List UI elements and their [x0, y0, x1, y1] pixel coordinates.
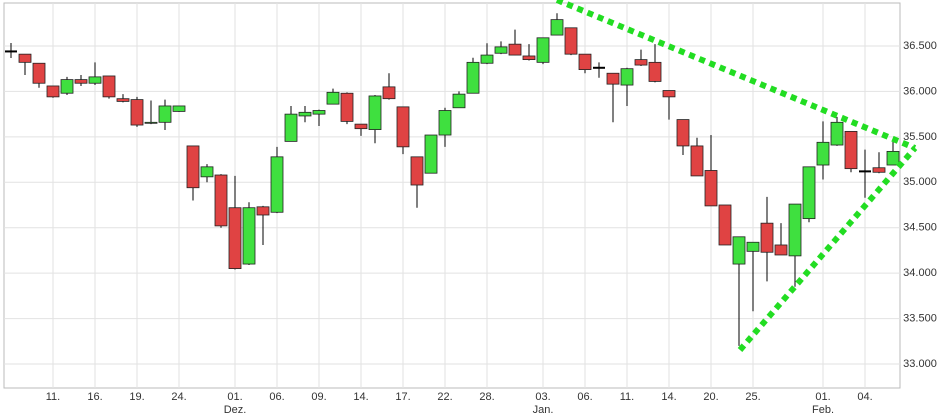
x-tick-label: 01. [227, 391, 242, 403]
candle-body [186, 145, 200, 189]
candle-body [116, 98, 130, 102]
x-tick-label: 20. [703, 391, 718, 403]
x-tick-label: 04. [857, 391, 872, 403]
candle-body [550, 19, 564, 36]
y-tick-label: 35.000 [903, 176, 937, 188]
candle-body [788, 203, 802, 257]
y-tick-label: 33.000 [903, 358, 937, 370]
candle-body [844, 130, 858, 170]
candle-body [466, 61, 480, 94]
candle-body [130, 99, 144, 126]
candle-body [46, 85, 60, 98]
x-tick-label: 22. [437, 391, 452, 403]
candle-body [676, 119, 690, 147]
candle-body [522, 55, 536, 61]
x-tick-label: 06. [269, 391, 284, 403]
x-tick-label: 17. [395, 391, 410, 403]
candle-body [662, 90, 676, 98]
candle-body [368, 95, 382, 130]
x-tick-label: 03. [535, 391, 550, 403]
candle-body [214, 174, 228, 227]
candle-body [690, 145, 704, 177]
candle-body [774, 244, 788, 256]
candle-body [872, 167, 886, 173]
y-tick-label: 35.500 [903, 131, 937, 143]
candle-body [354, 123, 368, 130]
candle-body [634, 59, 648, 66]
x-tick-label: 19. [129, 391, 144, 403]
y-tick-label: 34.500 [903, 222, 937, 234]
candle-body [452, 93, 466, 109]
candle-body [88, 76, 102, 84]
candle-body [648, 61, 662, 82]
candle-body [438, 110, 452, 136]
x-month-label: Dez. [224, 404, 247, 416]
trend-lines [555, 0, 918, 352]
y-tick-label: 34.000 [903, 267, 937, 279]
y-tick-label: 33.500 [903, 312, 937, 324]
trend-line-lower [737, 146, 918, 352]
candle-body [578, 53, 592, 71]
candle-body [60, 79, 74, 94]
x-tick-label: 01. [815, 391, 830, 403]
trend-line-upper [555, 0, 917, 151]
x-tick-label: 24. [171, 391, 186, 403]
candle-body [704, 170, 718, 207]
candle-body [228, 207, 242, 270]
candle-body [802, 166, 816, 220]
candle-body [18, 53, 32, 63]
candle-body [410, 156, 424, 186]
x-month-label: Feb. [812, 404, 834, 416]
plot-layer [4, 3, 900, 388]
plot-area [3, 2, 901, 389]
candle-body [606, 72, 620, 85]
candle-body [886, 150, 900, 166]
candle-body [158, 105, 172, 123]
candle-body [732, 236, 746, 265]
x-tick-label: 28. [479, 391, 494, 403]
candle-body [102, 75, 116, 98]
x-month-label: Jan. [533, 404, 554, 416]
x-tick-label: 11. [620, 391, 634, 403]
candle-body [718, 204, 732, 246]
candle-body [620, 68, 634, 86]
candle-body [284, 113, 298, 142]
x-tick-label: 06. [577, 391, 592, 403]
candle-body [536, 37, 550, 63]
candle-body [326, 91, 340, 105]
x-tick-label: 16. [87, 391, 102, 403]
candle-body [270, 156, 284, 213]
candle-body [564, 27, 578, 55]
candle-body [830, 121, 844, 146]
candle-body [298, 111, 312, 117]
candle-body [172, 105, 186, 112]
y-tick-label: 36.500 [903, 40, 937, 52]
candle-body [760, 222, 774, 253]
candle-body [256, 206, 270, 216]
candle-body [480, 54, 494, 64]
x-tick-label: 14. [661, 391, 676, 403]
candle-body [340, 92, 354, 122]
y-tick-label: 36.000 [903, 85, 937, 97]
candle-body [144, 121, 158, 124]
candle-body [312, 110, 326, 115]
candle-body [242, 207, 256, 265]
candle-body [494, 46, 508, 54]
candle-body [816, 141, 830, 166]
x-tick-label: 25. [745, 391, 760, 403]
x-tick-label: 09. [311, 391, 326, 403]
x-tick-label: 11. [46, 391, 60, 403]
candle-body [746, 241, 760, 252]
x-tick-label: 14. [353, 391, 368, 403]
candle-body [382, 86, 396, 100]
candle-body [396, 106, 410, 148]
candle-body [32, 62, 46, 84]
candle-body [200, 166, 214, 178]
candle-body [74, 79, 88, 84]
candle-body [508, 43, 522, 56]
candle-body [424, 134, 438, 174]
